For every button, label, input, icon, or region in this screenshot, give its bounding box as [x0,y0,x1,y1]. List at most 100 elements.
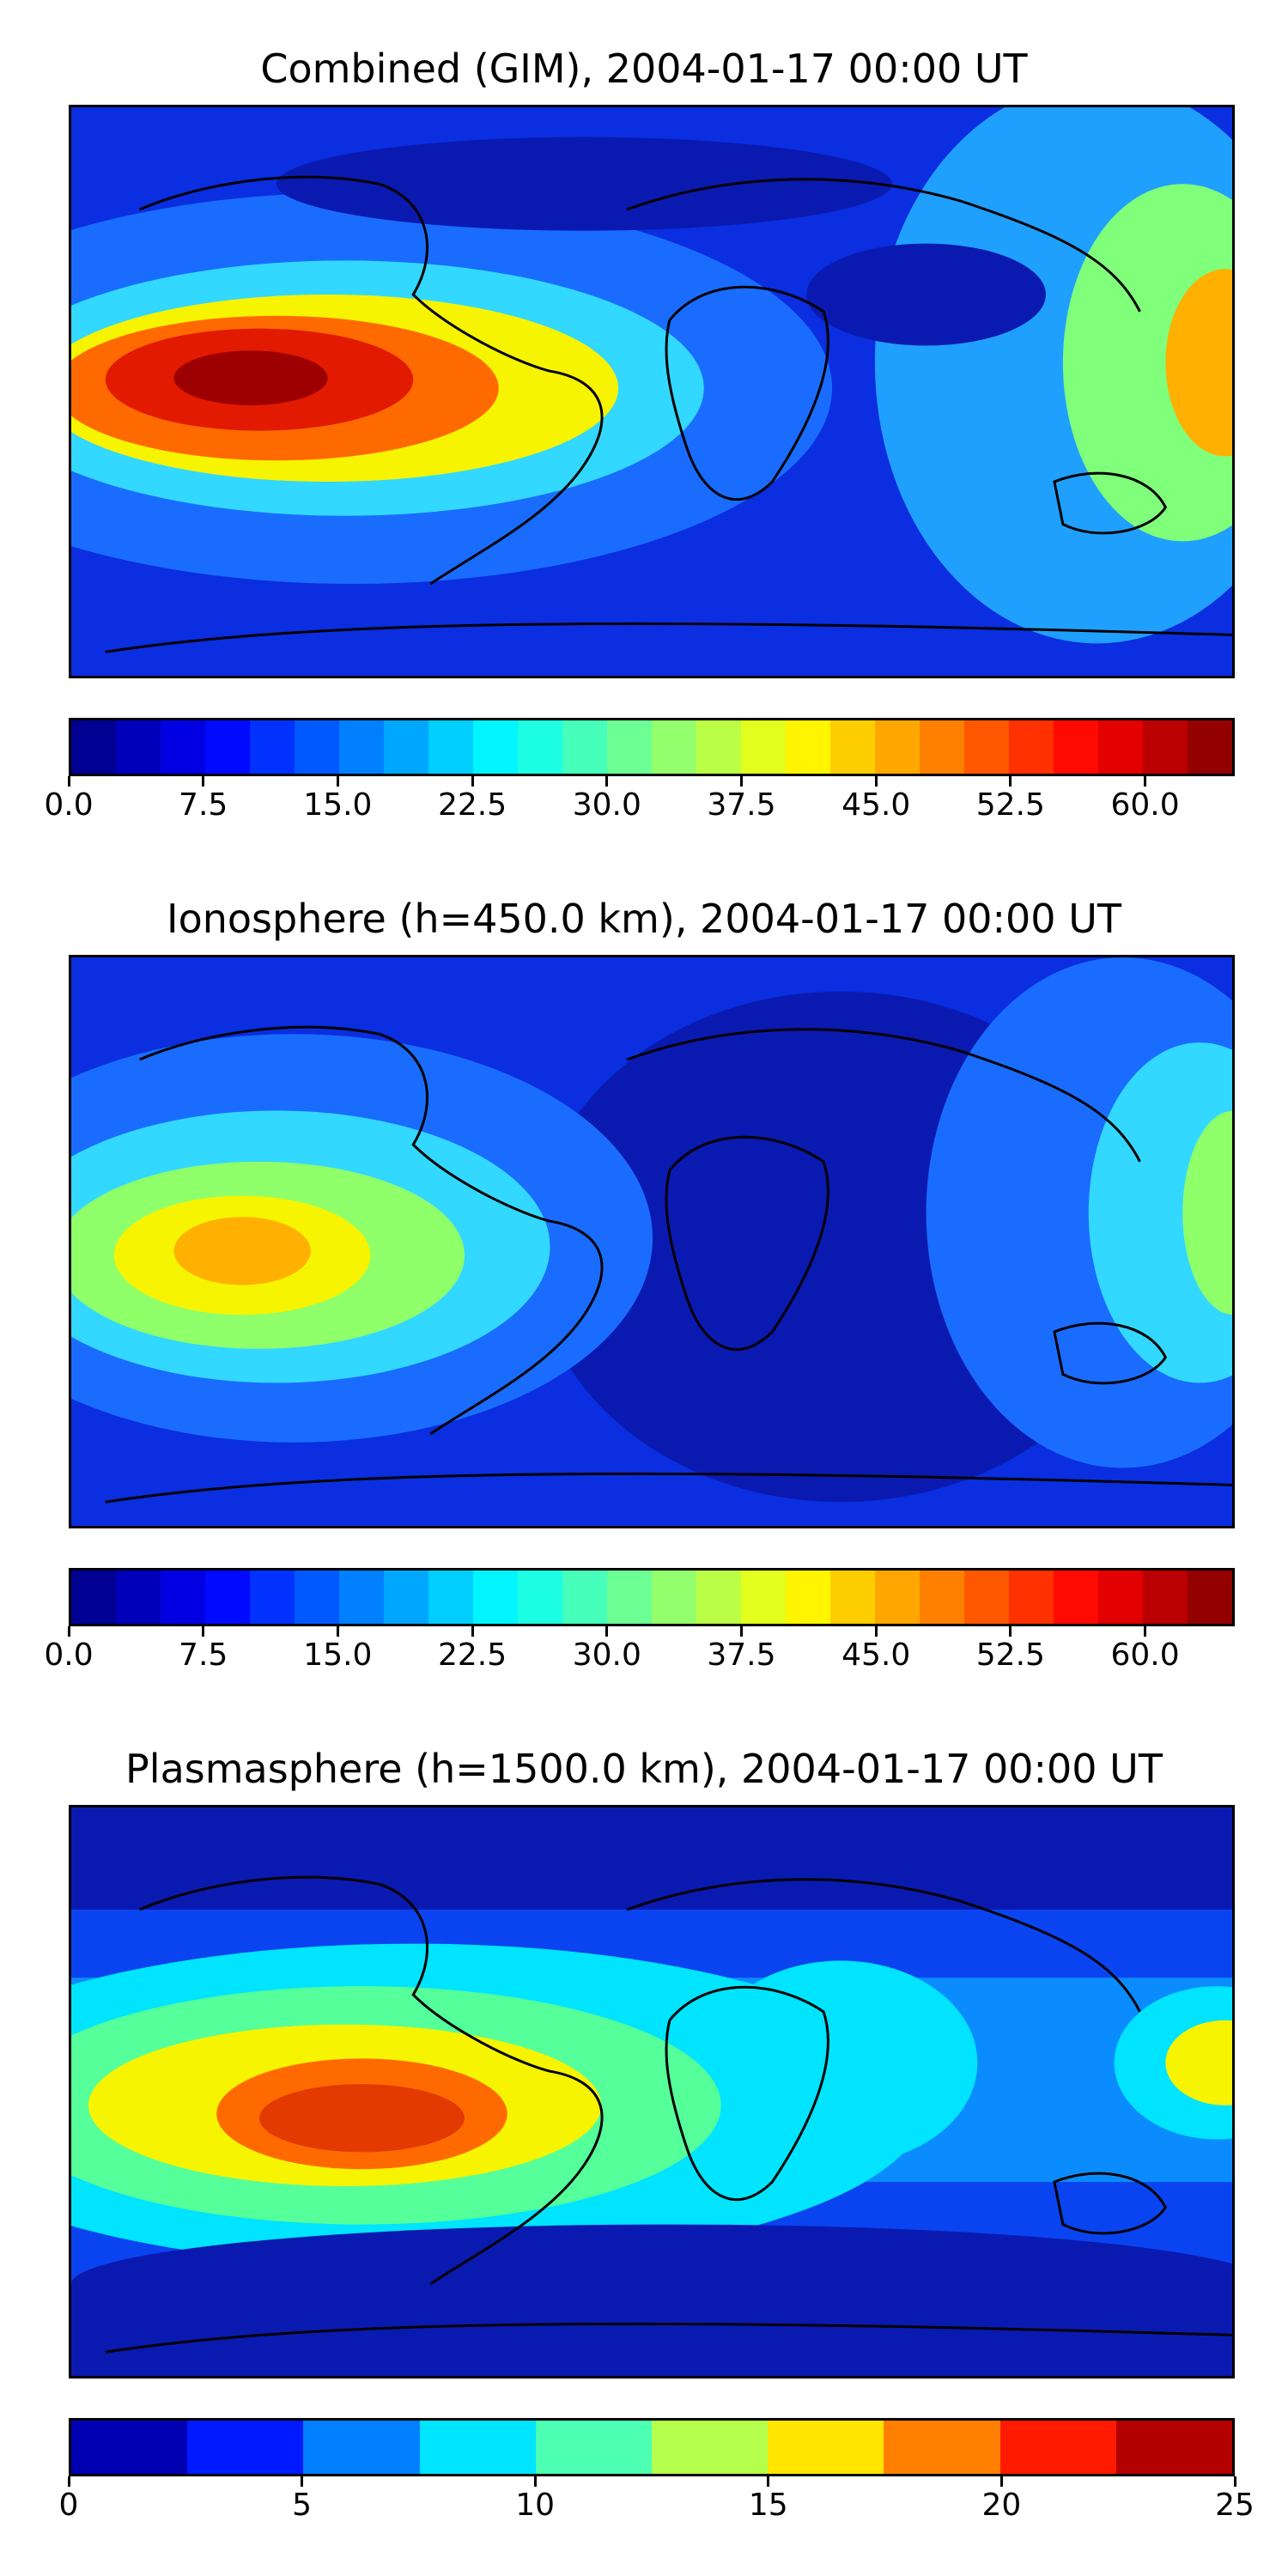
colorbar-cell [830,720,875,774]
colorbar-cell [71,2421,188,2474]
colorbar-ticks-plasmasphere: 0 5 10 15 20 25 [0,2476,1288,2528]
colorbar-cell [786,1571,830,1624]
colorbar-cell [830,1571,875,1624]
colorbar-cell [187,2421,304,2474]
colorbar-combined [69,718,1235,776]
colorbar-tick-label: 60.0 [1110,1637,1180,1673]
colorbar-tick [739,776,743,787]
colorbar-cell [696,720,741,774]
colorbar-cell [1054,1571,1098,1624]
colorbar-cell [1009,1571,1054,1624]
colorbar-cell [116,1571,161,1624]
colorbar-cell [1143,1571,1188,1624]
colorbar-cell [1143,720,1188,774]
colorbar-tick [1233,2476,1236,2487]
colorbar-cell [339,720,384,774]
colorbar-cell [999,2421,1116,2474]
coastlines [105,175,1232,653]
colorbar-cell [786,720,830,774]
colorbar-tick [605,776,609,787]
colorbar-cell [768,2421,884,2474]
colorbar-cell [428,720,473,774]
colorbar-cell [473,720,518,774]
colorbar-cell [419,2421,536,2474]
map-plasmasphere [69,1805,1235,2379]
coastlines [105,1875,1232,2354]
colorbar-tick [767,2476,770,2487]
colorbar-tick-label: 7.5 [179,787,228,823]
colorbar-cell [964,720,1009,774]
colorbar-cell [205,720,250,774]
colorbar-tick [874,776,878,787]
colorbar-tick [336,776,339,787]
colorbar-tick [202,1626,205,1637]
colorbar-tick-label: 52.5 [975,1637,1045,1673]
colorbar-tick-label: 22.5 [437,787,507,823]
colorbar-cell [473,1571,518,1624]
colorbar-cell [205,1571,250,1624]
colorbar-tick [1009,1626,1012,1637]
colorbar-tick-label: 60.0 [1110,787,1180,823]
colorbar-tick-label: 45.0 [841,1637,911,1673]
colorbar-tick-label: 25 [1215,2488,1255,2523]
map-combined [69,105,1235,678]
colorbar-cell [652,720,696,774]
colorbar-cell [1115,2421,1233,2474]
colorbar-cell [1098,1571,1143,1624]
colorbar-cell [161,1571,205,1624]
colorbar-cell [116,720,161,774]
colorbar-tick [67,776,70,787]
coastlines [105,1025,1232,1504]
colorbar-cell [384,1571,428,1624]
colorbar-tick [533,2476,537,2487]
map-ionosphere [69,955,1235,1528]
colorbar-tick-label: 15 [748,2488,788,2523]
colorbar-cell [250,720,295,774]
colorbar-cell [1188,1571,1232,1624]
colorbar-cell [71,1571,116,1624]
colorbar-cell [1054,720,1098,774]
colorbar-cell [384,720,428,774]
panel-title-plasmasphere: Plasmasphere (h=1500.0 km), 2004-01-17 0… [125,1746,1163,1792]
colorbar-tick-label: 22.5 [437,1637,507,1673]
colorbar-plasmasphere [69,2418,1235,2476]
colorbar-tick-label: 0 [58,2488,79,2523]
colorbar-tick [336,1626,339,1637]
colorbar-cell [741,720,786,774]
colorbar-tick-label: 10 [515,2488,556,2523]
colorbar-ticks-ionosphere: 0.0 7.5 15.0 22.5 30.0 37.5 45.0 52.5 60.0 [0,1626,1288,1678]
colorbar-cell [518,1571,562,1624]
colorbar-tick-label: 7.5 [179,1637,228,1673]
colorbar-cell [741,1571,786,1624]
colorbar-tick [471,776,474,787]
colorbar-cell [1098,720,1143,774]
colorbar-tick [1009,776,1012,787]
colorbar-tick-label: 30.0 [572,787,641,823]
colorbar-tick-label: 37.5 [707,787,776,823]
colorbar-cell [71,720,116,774]
colorbar-tick [471,1626,474,1637]
colorbar-tick-label: 0.0 [44,1637,94,1673]
colorbar-cell [161,720,205,774]
colorbar-tick [605,1626,609,1637]
colorbar-cell [884,2421,1000,2474]
colorbar-cell [964,1571,1009,1624]
colorbar-cell [562,1571,607,1624]
colorbar-tick-label: 45.0 [841,787,911,823]
colorbar-tick-label: 20 [981,2488,1022,2523]
colorbar-tick-label: 37.5 [707,1637,776,1673]
colorbar-cell [1009,720,1054,774]
colorbar-tick-label: 15.0 [303,1637,373,1673]
colorbar-tick [67,2476,70,2487]
colorbar-tick-label: 52.5 [975,787,1045,823]
colorbar-tick [301,2476,304,2487]
colorbar-cell [607,720,652,774]
colorbar-cell [428,1571,473,1624]
colorbar-cell [875,720,920,774]
colorbar-cell [1188,720,1232,774]
colorbar-tick [1144,1626,1147,1637]
colorbar-tick-label: 5 [292,2488,313,2523]
panel-title-ionosphere: Ionosphere (h=450.0 km), 2004-01-17 00:0… [167,896,1121,942]
colorbar-tick [67,1626,70,1637]
colorbar-tick [202,776,205,787]
